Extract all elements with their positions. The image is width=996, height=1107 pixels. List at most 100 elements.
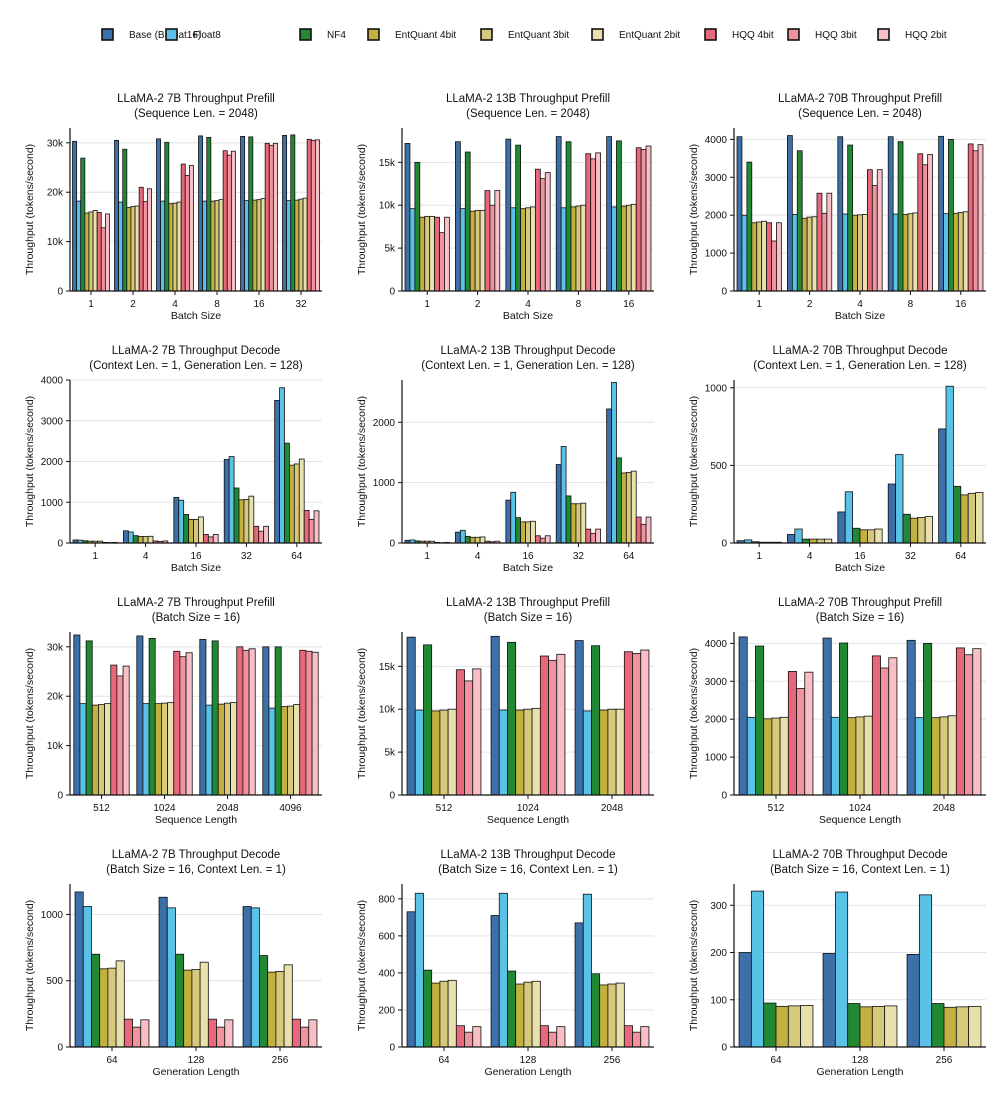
bar-base-bfloat16-16 bbox=[837, 511, 846, 544]
bar-entquant-3bit-8 bbox=[907, 213, 914, 292]
bar-float8-256 bbox=[250, 907, 260, 1048]
bar-float8-4 bbox=[510, 207, 517, 292]
bar-hqq-4bit-8 bbox=[222, 150, 228, 292]
bar-entquant-4bit-1 bbox=[419, 216, 426, 292]
y-tick-label: 15k bbox=[379, 158, 396, 169]
bar-base-bfloat16-32 bbox=[887, 483, 897, 544]
bar-hqq-4bit-32 bbox=[585, 528, 592, 544]
bar-nf4-16 bbox=[248, 136, 254, 292]
bar-hqq-2bit-1 bbox=[444, 216, 450, 292]
bar-entquant-3bit-4 bbox=[525, 207, 531, 292]
bar-entquant-3bit-4 bbox=[142, 536, 149, 544]
y-tick-label: 3000 bbox=[705, 173, 728, 184]
bar-entquant-2bit-16 bbox=[260, 198, 266, 292]
bar-hqq-3bit-16 bbox=[539, 537, 546, 544]
bar-entquant-3bit-64 bbox=[787, 1005, 802, 1048]
x-tick-label: 1 bbox=[424, 299, 430, 310]
x-tick-label: 512 bbox=[768, 803, 785, 814]
bar-float8-2048 bbox=[205, 704, 213, 796]
bar-hqq-3bit-512 bbox=[796, 688, 806, 796]
x-tick-label: 512 bbox=[436, 803, 453, 814]
x-axis-label: Batch Size bbox=[171, 562, 221, 574]
bar-hqq-2bit-4 bbox=[876, 169, 883, 292]
bar-hqq-4bit-2048 bbox=[623, 651, 633, 796]
chart-title-line: (Context Len. = 1, Generation Len. = 128… bbox=[753, 360, 967, 372]
bar-base-bfloat16-32 bbox=[555, 464, 562, 544]
chart-7b-prefill-seq2048: LLaMA-2 7B Throughput Prefill (Sequence L… bbox=[24, 93, 322, 322]
bar-hqq-3bit-128 bbox=[216, 1026, 226, 1048]
bar-nf4-1024 bbox=[507, 641, 517, 796]
y-tick-label: 20k bbox=[47, 188, 64, 199]
bar-entquant-4bit-8 bbox=[210, 200, 216, 292]
bar-hqq-4bit-1024 bbox=[871, 655, 881, 796]
bar-hqq-4bit-16 bbox=[202, 534, 209, 544]
bar-entquant-4bit-256 bbox=[943, 1006, 957, 1048]
legend-label-hqq-2bit: HQQ 2bit bbox=[905, 30, 947, 41]
bar-hqq-2bit-4 bbox=[188, 165, 194, 292]
bar-hqq-2bit-4 bbox=[544, 172, 551, 292]
x-tick-label: 128 bbox=[520, 1055, 537, 1066]
x-axis-label: Generation Length bbox=[485, 1066, 572, 1078]
bar-float8-32 bbox=[560, 446, 567, 544]
bar-entquant-4bit-32 bbox=[570, 503, 577, 544]
bar-float8-2048 bbox=[582, 710, 592, 796]
bar-hqq-2bit-16 bbox=[272, 142, 278, 292]
y-tick-label: 0 bbox=[389, 791, 395, 802]
bar-entquant-3bit-4 bbox=[474, 536, 481, 544]
bar-entquant-4bit-4 bbox=[852, 214, 858, 292]
chart-7b-prefill-bs16: LLaMA-2 7B Throughput Prefill (Batch Size… bbox=[24, 597, 322, 826]
x-axis-label: Generation Length bbox=[817, 1066, 904, 1078]
chart-title-line: LLaMA-2 7B Throughput Decode bbox=[112, 345, 281, 357]
bar-entquant-4bit-64 bbox=[960, 494, 969, 544]
chart-title-line: LLaMA-2 70B Throughput Decode bbox=[773, 345, 948, 357]
bar-float8-256 bbox=[582, 893, 592, 1048]
bar-entquant-3bit-16 bbox=[256, 199, 262, 292]
chart-title-line: (Batch Size = 16, Context Len. = 1) bbox=[106, 864, 286, 876]
bar-entquant-3bit-32 bbox=[243, 498, 250, 544]
bar-entquant-3bit-512 bbox=[771, 717, 781, 796]
chart-title-line: (Batch Size = 16) bbox=[484, 612, 573, 624]
bar-entquant-4bit-64 bbox=[775, 1005, 789, 1048]
bar-hqq-2bit-512 bbox=[472, 668, 482, 796]
bar-nf4-1 bbox=[80, 157, 86, 292]
x-tick-label: 1024 bbox=[849, 803, 872, 814]
bar-nf4-32 bbox=[902, 513, 911, 544]
bar-entquant-4bit-16 bbox=[252, 199, 258, 292]
bar-hqq-4bit-16 bbox=[635, 147, 642, 292]
bar-hqq-3bit-64 bbox=[640, 523, 647, 544]
legend-swatch-hqq-2bit bbox=[877, 28, 890, 41]
bar-entquant-4bit-1024 bbox=[515, 709, 525, 796]
bar-hqq-4bit-1 bbox=[96, 212, 102, 292]
bar-nf4-4 bbox=[164, 141, 170, 292]
bar-hqq-3bit-4 bbox=[184, 175, 190, 292]
bar-entquant-4bit-32 bbox=[294, 199, 300, 292]
chart-title-line: (Batch Size = 16) bbox=[816, 612, 905, 624]
chart-70b-decode-bs16-ctx1: LLaMA-2 70B Throughput Decode (Batch Size… bbox=[688, 849, 986, 1078]
x-tick-label: 64 bbox=[438, 1055, 450, 1066]
bar-entquant-4bit-64 bbox=[289, 464, 295, 544]
bar-float8-512 bbox=[746, 716, 756, 796]
chart-title-line: (Context Len. = 1, Generation Len. = 128… bbox=[89, 360, 303, 372]
bar-nf4-64 bbox=[423, 969, 433, 1048]
x-tick-label: 2 bbox=[807, 299, 813, 310]
y-axis-label: Throughput (tokens/second) bbox=[24, 900, 36, 1031]
bar-base-bfloat16-16 bbox=[505, 499, 512, 544]
bar-base-bfloat16-1 bbox=[736, 136, 743, 292]
bar-hqq-2bit-4096 bbox=[311, 651, 319, 796]
y-tick-label: 0 bbox=[721, 791, 727, 802]
bar-base-bfloat16-16 bbox=[173, 496, 180, 544]
bar-base-bfloat16-256 bbox=[574, 922, 584, 1048]
x-axis-label: Batch Size bbox=[835, 562, 885, 574]
bar-hqq-2bit-2 bbox=[146, 188, 152, 292]
bar-hqq-2bit-2048 bbox=[248, 648, 256, 796]
bar-nf4-8 bbox=[206, 136, 212, 292]
bar-hqq-2bit-1 bbox=[776, 222, 782, 292]
bar-hqq-4bit-512 bbox=[787, 671, 797, 796]
bar-entquant-2bit-4 bbox=[147, 535, 154, 544]
bar-entquant-4bit-4 bbox=[469, 536, 476, 544]
y-tick-label: 500 bbox=[46, 976, 63, 987]
y-tick-label: 3000 bbox=[705, 677, 728, 688]
bar-hqq-4bit-4 bbox=[534, 168, 541, 292]
bar-entquant-4bit-1 bbox=[84, 212, 90, 292]
